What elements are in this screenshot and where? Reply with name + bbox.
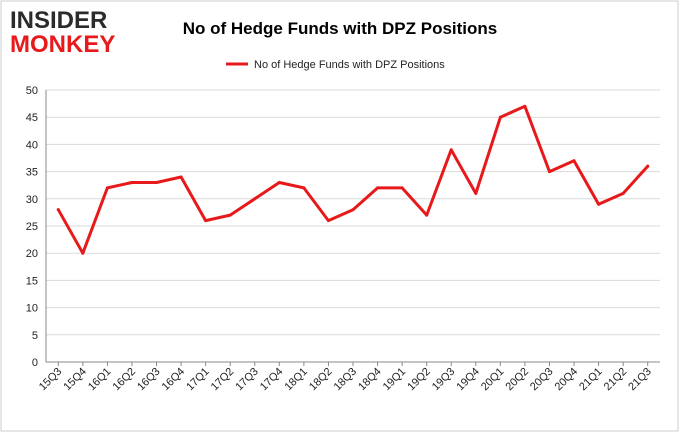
y-tick-label-30: 30 <box>26 194 38 206</box>
legend-label: No of Hedge Funds with DPZ Positions <box>254 59 445 71</box>
data-point-20Q3 <box>547 170 551 174</box>
data-point-19Q4 <box>474 191 478 195</box>
data-point-15Q4 <box>81 251 85 255</box>
data-point-20Q4 <box>572 159 576 163</box>
data-point-18Q1 <box>302 186 306 190</box>
data-point-20Q1 <box>498 115 502 119</box>
axis-layer <box>45 90 660 366</box>
grid-layer <box>46 89 660 336</box>
legend: No of Hedge Funds with DPZ Positions <box>226 59 445 71</box>
y-tick-label-40: 40 <box>26 139 38 151</box>
insider-monkey-logo: INSIDER MONKEY <box>10 7 115 58</box>
data-point-18Q4 <box>376 186 380 190</box>
data-point-15Q3 <box>56 208 60 212</box>
y-tick-label-50: 50 <box>26 85 38 97</box>
y-tick-label-20: 20 <box>26 248 38 260</box>
data-point-19Q1 <box>400 186 404 190</box>
data-point-17Q3 <box>253 197 257 201</box>
series-layer <box>56 104 650 255</box>
y-tick-label-15: 15 <box>26 275 38 287</box>
y-tick-label-45: 45 <box>26 112 38 124</box>
data-point-21Q2 <box>621 191 625 195</box>
data-point-16Q3 <box>155 180 159 184</box>
y-tick-label-5: 5 <box>32 330 38 342</box>
data-point-16Q1 <box>105 186 109 190</box>
y-tick-label-10: 10 <box>26 303 38 315</box>
data-point-17Q4 <box>277 180 281 184</box>
data-point-19Q2 <box>425 213 429 217</box>
data-point-18Q2 <box>326 219 330 223</box>
data-point-17Q1 <box>204 219 208 223</box>
logo-line1: INSIDER <box>10 7 107 34</box>
y-tick-labels: 0 5 10 15 20 25 30 35 40 45 50 <box>26 85 38 369</box>
data-point-16Q4 <box>179 175 183 179</box>
y-tick-label-35: 35 <box>26 167 38 179</box>
data-point-19Q3 <box>449 148 453 152</box>
data-point-17Q2 <box>228 213 232 217</box>
data-point-21Q3 <box>646 164 650 168</box>
data-point-18Q3 <box>351 208 355 212</box>
y-tick-label-0: 0 <box>32 357 38 369</box>
data-point-20Q2 <box>523 104 527 108</box>
logo-line2: MONKEY <box>10 31 115 58</box>
y-tick-label-25: 25 <box>26 221 38 233</box>
data-point-16Q2 <box>130 180 134 184</box>
chart-title: No of Hedge Funds with DPZ Positions <box>183 19 498 38</box>
data-point-21Q1 <box>597 202 601 206</box>
